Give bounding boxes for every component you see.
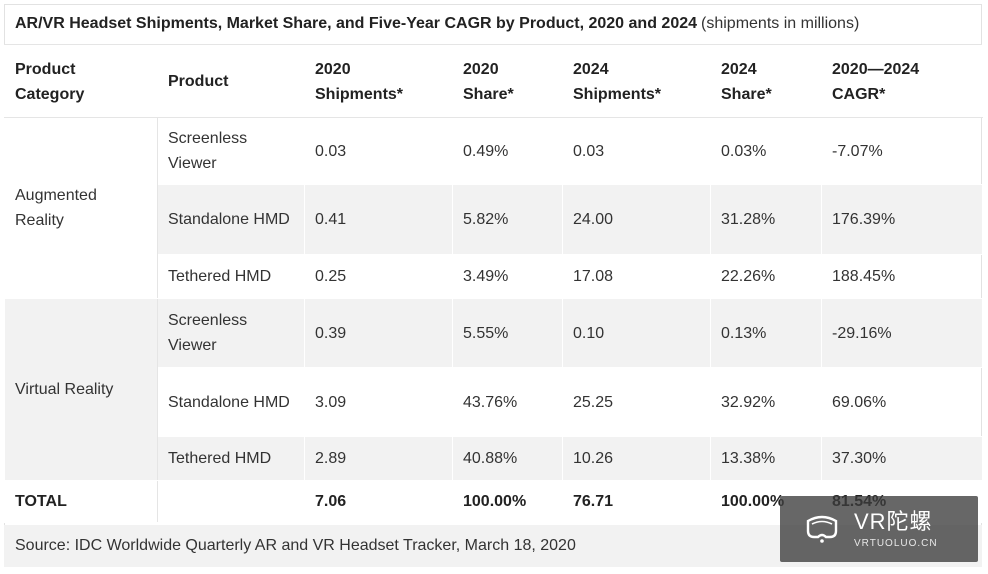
total-label: TOTAL (4, 480, 158, 523)
table-row: Standalone HMD 0.41 5.82% 24.00 31.28% 1… (4, 184, 983, 255)
ship-2020-cell: 0.03 (304, 117, 453, 185)
share-2020-cell: 43.76% (452, 367, 563, 437)
table-title-bar: AR/VR Headset Shipments, Market Share, a… (4, 4, 982, 45)
ship-2024-cell: 10.26 (562, 436, 711, 481)
cagr-cell: -29.16% (821, 298, 983, 368)
total-ship-2024: 76.71 (562, 480, 711, 523)
header-row: Product Category Product 2020 Shipments*… (4, 45, 983, 118)
ship-2020-cell: 0.39 (304, 298, 453, 368)
share-2024-cell: 22.26% (710, 254, 822, 299)
cagr-cell: 188.45% (821, 254, 983, 299)
category-augmented-reality: Augmented Reality (4, 117, 158, 299)
cagr-cell: 37.30% (821, 436, 983, 481)
ship-2024-cell: 17.08 (562, 254, 711, 299)
ship-2024-cell: 25.25 (562, 367, 711, 437)
table-row: Augmented Reality Screenless Viewer 0.03… (4, 117, 983, 299)
product-cell: Screenless Viewer (157, 298, 305, 368)
watermark-domain: VRTUOLUO.CN (854, 537, 938, 549)
table-title: AR/VR Headset Shipments, Market Share, a… (15, 15, 698, 32)
watermark-brand: VR陀螺 (854, 508, 933, 534)
watermark: VR陀螺 VRTUOLUO.CN (780, 496, 978, 562)
vr-headset-logo-icon (802, 507, 842, 552)
cagr-cell: 69.06% (821, 367, 983, 437)
product-cell: Tethered HMD (157, 254, 305, 299)
ship-2020-cell: 0.41 (304, 184, 453, 255)
ship-2020-cell: 3.09 (304, 367, 453, 437)
share-2024-cell: 32.92% (710, 367, 822, 437)
shipments-table: Product Category Product 2020 Shipments*… (4, 45, 983, 523)
ship-2024-cell: 0.10 (562, 298, 711, 368)
product-cell: Tethered HMD (157, 436, 305, 481)
cagr-cell: 176.39% (821, 184, 983, 255)
product-cell: Standalone HMD (157, 367, 305, 437)
header-cagr: 2020—2024 CAGR* (821, 45, 983, 118)
header-product-category: Product Category (4, 45, 158, 118)
share-2020-cell: 40.88% (452, 436, 563, 481)
header-product: Product (157, 45, 305, 118)
product-cell: Standalone HMD (157, 184, 305, 255)
watermark-text: VR陀螺 VRTUOLUO.CN (854, 509, 938, 550)
category-virtual-reality: Virtual Reality (4, 298, 158, 481)
ship-2020-cell: 2.89 (304, 436, 453, 481)
header-2020-share: 2020 Share* (452, 45, 563, 118)
total-product-cell (157, 480, 305, 523)
share-2020-cell: 5.55% (452, 298, 563, 368)
share-2024-cell: 31.28% (710, 184, 822, 255)
ship-2020-cell: 0.25 (304, 254, 453, 299)
share-2024-cell: 0.03% (710, 117, 822, 185)
share-2020-cell: 0.49% (452, 117, 563, 185)
share-2020-cell: 3.49% (452, 254, 563, 299)
ship-2024-cell: 24.00 (562, 184, 711, 255)
share-2020-cell: 5.82% (452, 184, 563, 255)
share-2024-cell: 0.13% (710, 298, 822, 368)
table-row: Tethered HMD 2.89 40.88% 10.26 13.38% 37… (5, 436, 983, 481)
product-cell: Screenless Viewer (157, 117, 305, 185)
total-share-2020: 100.00% (452, 480, 563, 523)
share-2024-cell: 13.38% (710, 436, 822, 481)
table-subtitle: (shipments in millions) (701, 15, 860, 32)
table-row: Tethered HMD 0.25 3.49% 17.08 22.26% 188… (5, 254, 983, 299)
total-ship-2020: 7.06 (304, 480, 453, 523)
header-2024-share: 2024 Share* (710, 45, 822, 118)
table-row: Virtual Reality Screenless Viewer 0.39 5… (4, 298, 983, 481)
cagr-cell: -7.07% (821, 117, 983, 185)
ship-2024-cell: 0.03 (562, 117, 711, 185)
header-2024-shipments: 2024 Shipments* (562, 45, 711, 118)
total-row: TOTAL 7.06 100.00% 76.71 100.00% 81.54% (4, 480, 983, 523)
header-2020-shipments: 2020 Shipments* (304, 45, 453, 118)
